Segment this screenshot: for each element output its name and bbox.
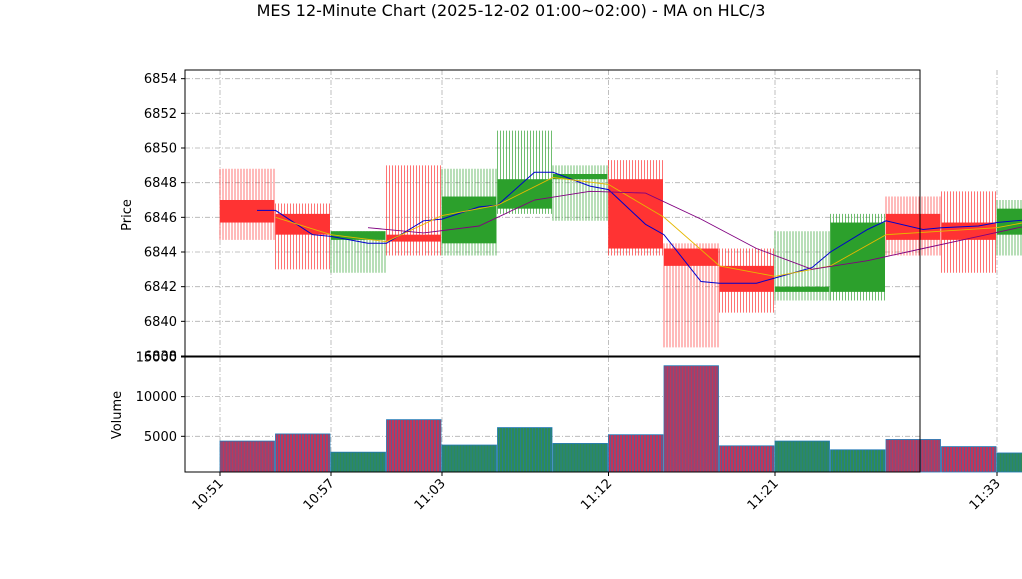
candle-body: [831, 223, 886, 292]
price-tick-label: 6844: [144, 246, 177, 261]
volume-tick-label: 15000: [136, 351, 177, 366]
price-tick-label: 6852: [144, 107, 177, 122]
volume-bar-11:06: [498, 428, 553, 472]
volume-bar-11:15: [664, 366, 719, 472]
price-tick-label: 6854: [144, 72, 177, 87]
volume-bar-11:00: [387, 420, 442, 472]
volume-bar-11:03: [442, 445, 497, 472]
price-tick-label: 6848: [144, 176, 177, 191]
volume-bar-11:30: [942, 447, 997, 472]
volume-bar-11:33: [997, 453, 1022, 472]
volume-bar-11:24: [831, 450, 886, 472]
candle-body: [442, 197, 497, 244]
price-tick-label: 6842: [144, 280, 177, 295]
volume-bar-10:54: [276, 434, 331, 472]
volume-bar-10:51: [220, 441, 275, 472]
volume-bar: [997, 453, 1022, 472]
price-tick-label: 6850: [144, 142, 177, 157]
volume-bar-11:12: [609, 435, 664, 472]
volume-bar-11:18: [720, 446, 775, 472]
volume-bar-10:57: [331, 452, 386, 472]
candle-body: [720, 266, 775, 292]
volume-axis-label: Volume: [110, 391, 125, 439]
volume-tick-label: 10000: [136, 390, 177, 405]
volume-bar-11:27: [886, 439, 941, 472]
chart-title: MES 12-Minute Chart (2025-12-02 01:00~02…: [257, 1, 766, 20]
price-axis-label: Price: [120, 199, 135, 231]
candle-body: [664, 249, 719, 266]
candle-11:24: [831, 214, 886, 301]
volume-tick-label: 5000: [144, 430, 177, 445]
price-tick-label: 6840: [144, 315, 177, 330]
volume-bar-11:09: [553, 443, 608, 472]
candle-body: [220, 200, 275, 223]
price-tick-label: 6846: [144, 211, 177, 226]
volume-bar-11:21: [775, 441, 830, 472]
candle-body: [942, 223, 997, 240]
candle-body: [775, 287, 830, 292]
